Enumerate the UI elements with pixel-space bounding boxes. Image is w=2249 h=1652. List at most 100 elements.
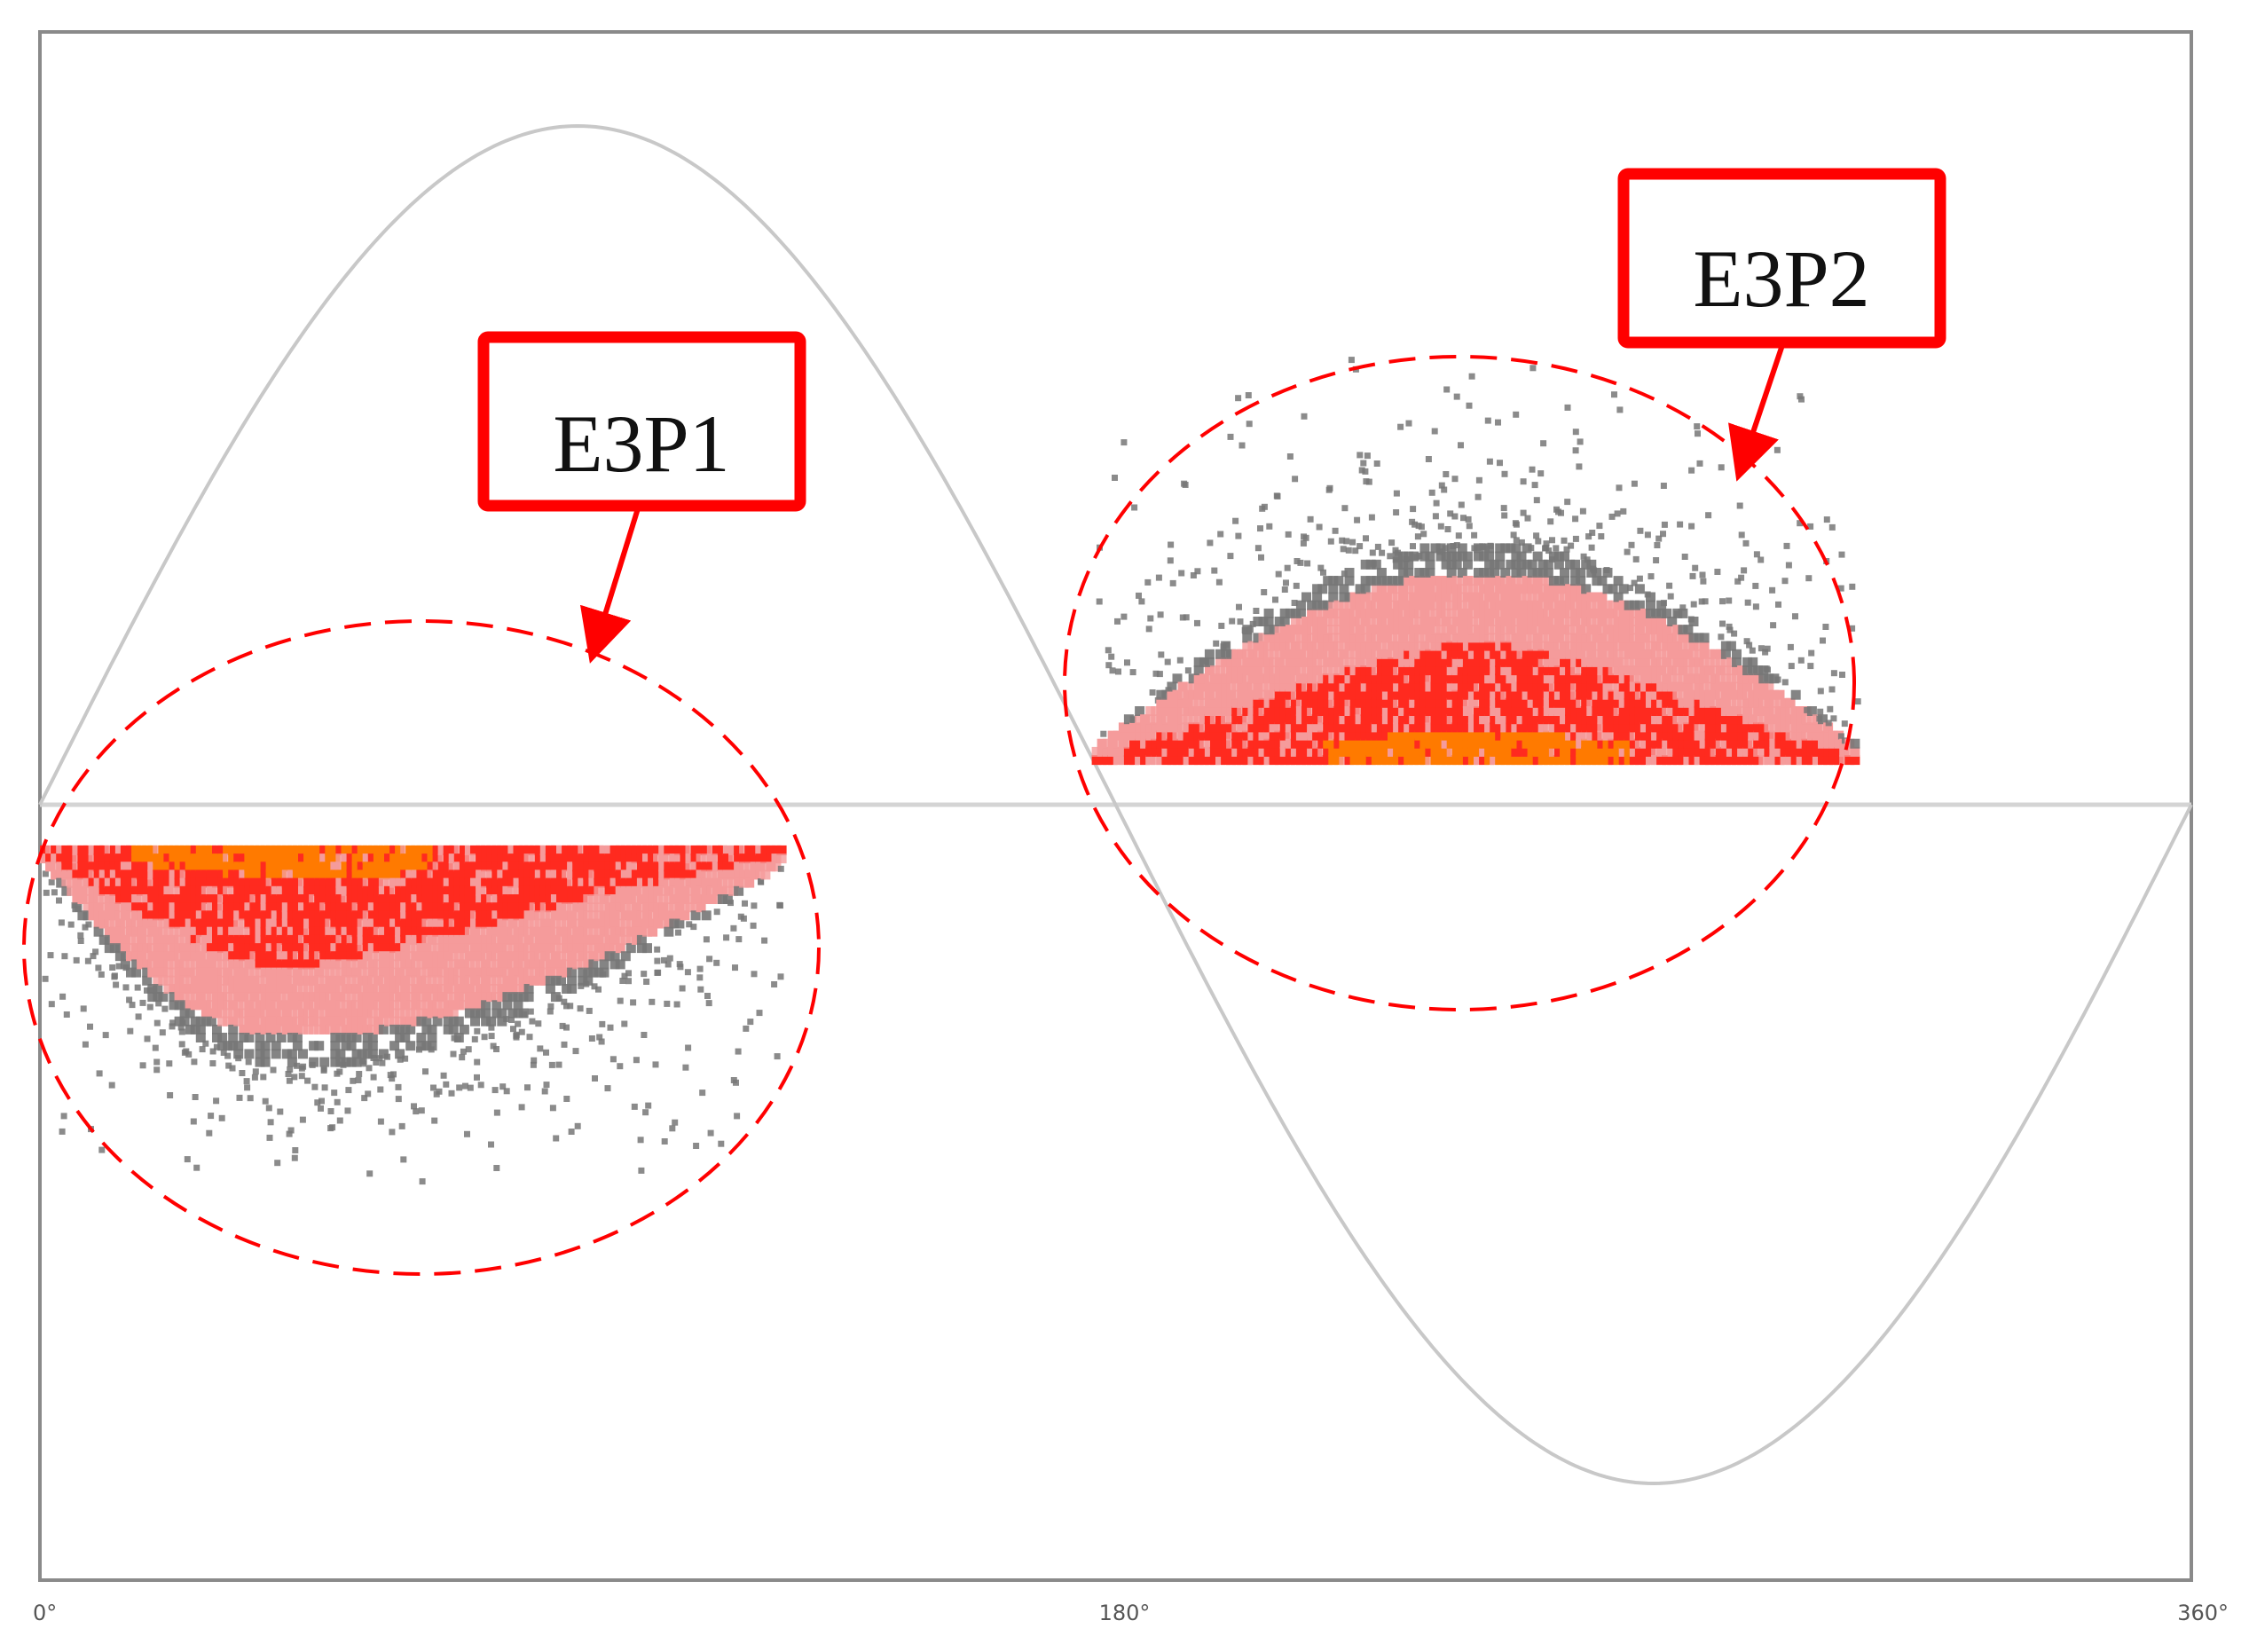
scatter-cell-e3p1 [137, 959, 147, 970]
scatter-cell-e3p1 [464, 951, 475, 962]
scatter-cell-e3p1 [195, 1024, 206, 1034]
scatter-cell-e3p1 [335, 951, 346, 962]
scatter-cell-e3p1 [739, 877, 750, 888]
scatter-cell-e3p2 [1430, 641, 1441, 651]
scatter-cell-e3p2 [1446, 706, 1457, 716]
scatter-cell-e3p2 [1221, 738, 1231, 749]
scatter-cell-e3p1 [502, 943, 513, 954]
scatter-cell-e3p2 [1613, 576, 1624, 586]
scatter-cell-e3p1 [93, 910, 104, 921]
scatter-cell-e3p1 [497, 885, 507, 896]
scatter-cell-e3p1 [448, 951, 459, 962]
scatter-cell-e3p2 [1446, 722, 1457, 733]
scatter-cell-e3p1 [658, 854, 669, 864]
scatter-cell-e3p2 [1457, 746, 1467, 757]
scatter-cell-e3p1 [351, 1024, 362, 1034]
scatter-cell-e3p2 [1295, 689, 1306, 700]
scatter-cell-e3p2 [1279, 649, 1290, 659]
scatter-cell-e3p2 [1333, 608, 1344, 618]
scatter-cell-e3p2 [1409, 714, 1419, 725]
scatter-cell-e3p1 [298, 910, 308, 921]
scatter-cell-e3p2 [1430, 649, 1441, 659]
scatter-cell-e3p1 [534, 869, 545, 880]
scatter-cell-e3p2 [1500, 600, 1511, 610]
scatter-cell-e3p1 [625, 877, 636, 888]
scatter-outlier-e3p1 [467, 1084, 474, 1091]
scatter-cell-e3p2 [1419, 608, 1430, 618]
scatter-cell-e3p2 [1344, 722, 1355, 733]
scatter-cell-e3p1 [502, 854, 513, 864]
scatter-cell-e3p2 [1467, 746, 1478, 757]
scatter-outlier-e3p1 [699, 1090, 706, 1097]
scatter-outlier-e3p2 [1147, 615, 1154, 622]
scatter-cell-e3p2 [1602, 714, 1613, 725]
scatter-cell-e3p2 [1479, 681, 1490, 692]
scatter-cell-e3p2 [1285, 641, 1295, 651]
scatter-cell-e3p1 [142, 926, 153, 937]
scatter-outlier-e3p1 [111, 973, 118, 980]
scatter-cell-e3p1 [534, 951, 545, 962]
scatter-cell-e3p1 [314, 1016, 325, 1027]
scatter-cell-e3p1 [513, 918, 523, 929]
scatter-cell-e3p2 [1522, 681, 1532, 692]
scatter-outlier-e3p2 [1660, 483, 1667, 489]
scatter-cell-e3p2 [1441, 697, 1451, 708]
scatter-cell-e3p2 [1537, 568, 1548, 578]
scatter-cell-e3p1 [153, 910, 163, 921]
scatter-cell-e3p2 [1247, 641, 1258, 651]
scatter-cell-e3p2 [1500, 689, 1511, 700]
scatter-cell-e3p2 [1404, 689, 1414, 700]
scatter-cell-e3p1 [276, 877, 287, 888]
scatter-cell-e3p1 [427, 967, 437, 978]
scatter-cell-e3p2 [1613, 755, 1624, 766]
scatter-outlier-e3p2 [1261, 589, 1268, 595]
scatter-cell-e3p2 [1393, 657, 1404, 667]
scatter-cell-e3p2 [1543, 625, 1553, 635]
scatter-cell-e3p2 [1602, 689, 1613, 700]
scatter-cell-e3p1 [400, 869, 411, 880]
scatter-cell-e3p1 [314, 967, 325, 978]
scatter-cell-e3p1 [93, 861, 104, 872]
scatter-cell-e3p1 [357, 943, 367, 954]
scatter-cell-e3p2 [1425, 559, 1435, 570]
scatter-cell-e3p1 [706, 845, 717, 855]
scatter-cell-e3p2 [1474, 608, 1483, 618]
scatter-outlier-e3p2 [1661, 521, 1668, 528]
scatter-cell-e3p2 [1204, 730, 1215, 741]
scatter-cell-e3p2 [1237, 665, 1247, 676]
scatter-cell-e3p1 [56, 845, 67, 855]
scatter-cell-e3p2 [1355, 608, 1365, 618]
scatter-cell-e3p2 [1543, 617, 1553, 626]
scatter-cell-e3p2 [1349, 625, 1360, 635]
scatter-cell-e3p2 [1349, 617, 1360, 626]
scatter-cell-e3p2 [1258, 649, 1269, 659]
scatter-cell-e3p1 [335, 1049, 346, 1059]
scatter-cell-e3p1 [411, 869, 421, 880]
scatter-cell-e3p1 [325, 943, 335, 954]
scatter-cell-e3p2 [1376, 576, 1387, 586]
scatter-cell-e3p2 [1640, 681, 1650, 692]
scatter-cell-e3p1 [459, 854, 469, 864]
scatter-outlier-e3p2 [1181, 480, 1188, 487]
scatter-cell-e3p2 [1532, 673, 1543, 684]
scatter-outlier-e3p2 [1167, 557, 1174, 564]
scatter-cell-e3p2 [1419, 673, 1430, 684]
scatter-cell-e3p2 [1586, 673, 1597, 684]
scatter-cell-e3p1 [367, 1000, 378, 1011]
scatter-cell-e3p1 [309, 854, 319, 864]
scatter-cell-e3p1 [169, 959, 179, 970]
scatter-outlier-e3p2 [1545, 547, 1553, 555]
scatter-cell-e3p2 [1177, 714, 1188, 725]
scatter-cell-e3p2 [1323, 665, 1333, 676]
scatter-cell-e3p2 [1560, 714, 1569, 725]
scatter-cell-e3p1 [486, 894, 497, 904]
scatter-cell-e3p2 [1446, 633, 1457, 643]
scatter-cell-e3p1 [239, 1033, 249, 1042]
scatter-cell-e3p1 [615, 894, 625, 904]
scatter-cell-e3p2 [1204, 755, 1215, 766]
scatter-cell-e3p2 [1435, 665, 1446, 676]
scatter-cell-e3p1 [287, 894, 297, 904]
scatter-cell-e3p2 [1425, 649, 1435, 659]
scatter-cell-e3p1 [609, 926, 620, 937]
scatter-outlier-e3p1 [661, 1138, 668, 1145]
